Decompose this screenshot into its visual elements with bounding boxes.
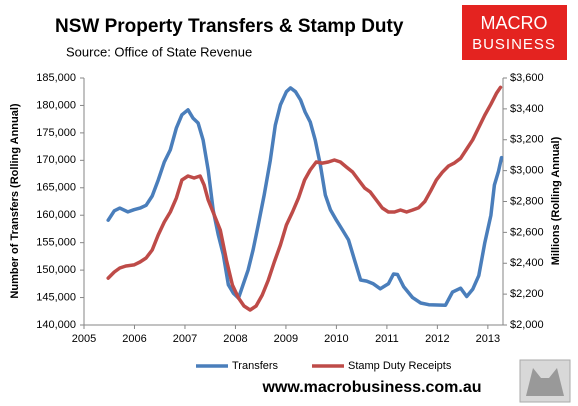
y-tick-label: 160,000 — [36, 209, 76, 221]
y-tick-label: 140,000 — [36, 319, 76, 331]
y-tick-label: 175,000 — [36, 127, 76, 139]
footer-url: www.macrobusiness.com.au — [261, 379, 481, 396]
x-tick-label: 2010 — [324, 333, 348, 345]
logo-text: MACRO — [481, 13, 548, 33]
y2-axis-title: Millions (Rolling Annual) — [550, 136, 562, 265]
x-tick-label: 2012 — [425, 333, 449, 345]
y2-tick-label: $2,000 — [510, 319, 544, 331]
x-tick-label: 2006 — [122, 333, 146, 345]
x-tick-label: 2013 — [476, 333, 500, 345]
y-tick-label: 165,000 — [36, 182, 76, 194]
x-tick-label: 2009 — [274, 333, 298, 345]
y-tick-label: 145,000 — [36, 291, 76, 303]
y2-tick-label: $3,600 — [510, 72, 544, 84]
y2-tick-label: $3,400 — [510, 103, 544, 115]
y-tick-label: 150,000 — [36, 264, 76, 276]
y-tick-label: 180,000 — [36, 99, 76, 111]
logo-box — [462, 5, 567, 60]
y-tick-label: 185,000 — [36, 72, 76, 84]
y-axis-title: Number of Transfers (Rolling Annual) — [9, 103, 21, 298]
chart-subtitle: Source: Office of State Revenue — [66, 44, 252, 59]
y2-tick-label: $2,800 — [510, 195, 544, 207]
series-line — [106, 86, 504, 307]
legend-label: Transfers — [232, 360, 279, 372]
wolf-icon — [526, 368, 564, 396]
chart-title: NSW Property Transfers & Stamp Duty — [55, 16, 404, 37]
x-tick-label: 2005 — [72, 333, 96, 345]
x-tick-label: 2008 — [223, 333, 247, 345]
legend-label: Stamp Duty Receipts — [348, 360, 452, 372]
y2-tick-label: $3,200 — [510, 134, 544, 146]
x-tick-label: 2011 — [375, 333, 399, 345]
y2-tick-label: $2,600 — [510, 226, 544, 238]
y2-tick-label: $2,200 — [510, 288, 544, 300]
y-tick-label: 155,000 — [36, 237, 76, 249]
y-tick-label: 170,000 — [36, 154, 76, 166]
logo-text: BUSINESS — [472, 36, 556, 53]
y2-tick-label: $3,000 — [510, 165, 544, 177]
series-line — [106, 85, 503, 312]
x-tick-label: 2007 — [173, 333, 197, 345]
y2-tick-label: $2,400 — [510, 257, 544, 269]
